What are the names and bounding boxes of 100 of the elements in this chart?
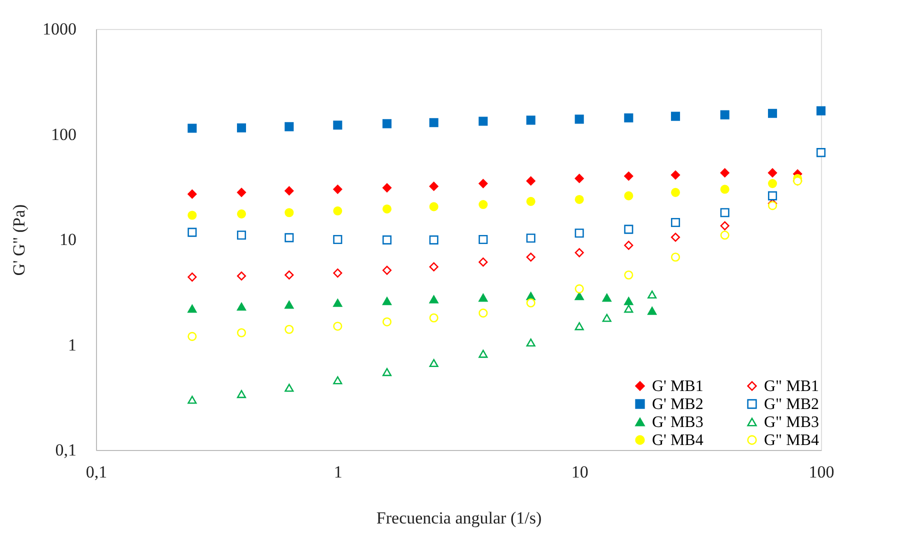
point (768, 168, 778, 178)
point (236, 271, 246, 281)
y-tick-label: 100 (51, 124, 76, 144)
point (333, 322, 342, 331)
point (478, 179, 488, 188)
point (768, 201, 778, 210)
legend-label: G' MB4 (652, 432, 704, 449)
point (720, 230, 730, 240)
point (670, 170, 680, 180)
point (429, 295, 438, 304)
point (284, 300, 294, 309)
point (236, 123, 246, 132)
point (382, 235, 392, 244)
point (478, 350, 488, 358)
point (382, 317, 392, 326)
point (429, 359, 438, 368)
x-axis-title: Frecuencia angular (1/s) (376, 508, 542, 528)
point (670, 218, 680, 228)
point (382, 368, 392, 376)
x-tick-label: 10 (571, 462, 588, 482)
point (429, 313, 438, 322)
point (333, 206, 342, 216)
point (816, 148, 826, 158)
point (382, 183, 392, 192)
point (816, 106, 826, 116)
point (429, 202, 438, 212)
point (478, 200, 488, 210)
point (624, 270, 634, 280)
point (478, 258, 488, 267)
legend-label: G" MB2 (764, 396, 819, 413)
legend-label: G' MB2 (652, 396, 704, 413)
point (526, 196, 536, 206)
point (670, 232, 680, 242)
point (720, 110, 730, 120)
point (429, 235, 438, 244)
point (382, 204, 392, 214)
point (188, 304, 197, 313)
point (624, 172, 634, 181)
point (188, 190, 197, 199)
point (236, 230, 246, 240)
point (284, 384, 294, 392)
point (188, 396, 197, 404)
point (574, 228, 584, 238)
legend-label: G' MB3 (652, 414, 704, 431)
point (188, 272, 197, 282)
point (478, 116, 488, 126)
point (574, 248, 584, 258)
point (236, 390, 246, 398)
x-tick-label: 100 (808, 462, 834, 482)
point (236, 209, 246, 218)
point (526, 176, 536, 186)
point (720, 184, 730, 194)
point (382, 266, 392, 275)
point (624, 240, 634, 250)
point (236, 188, 246, 197)
point (333, 298, 342, 307)
point (284, 208, 294, 218)
point (333, 268, 342, 278)
x-tick-label: 0,1 (86, 462, 108, 482)
point (333, 376, 342, 384)
point (188, 210, 197, 220)
point (526, 116, 536, 125)
point (188, 124, 197, 133)
point (236, 328, 246, 338)
point (720, 221, 730, 230)
point (574, 322, 584, 330)
point (574, 114, 584, 124)
y-axis-title: G' G" (Pa) (10, 204, 28, 276)
legend-label: G" MB1 (764, 378, 819, 395)
point (526, 298, 536, 308)
point (624, 113, 634, 122)
point (284, 324, 294, 334)
point (526, 252, 536, 262)
point (429, 118, 438, 128)
point (574, 284, 584, 294)
point (284, 186, 294, 196)
point (574, 194, 584, 204)
point (236, 302, 246, 311)
point (768, 191, 778, 200)
y-tick-label: 0,1 (55, 440, 76, 460)
point (284, 122, 294, 132)
point (333, 184, 342, 194)
point (478, 294, 488, 302)
legend-label: G" MB4 (764, 432, 819, 449)
x-tick-label: 1 (334, 462, 342, 482)
point (526, 234, 536, 243)
point (720, 168, 730, 178)
point (188, 228, 197, 237)
legend-label: G' MB1 (652, 378, 704, 395)
legend-label: G" MB3 (764, 414, 819, 431)
point (574, 292, 584, 300)
point (478, 308, 488, 318)
point (188, 332, 197, 341)
point (382, 297, 392, 306)
point (333, 120, 342, 130)
point (720, 208, 730, 218)
point (284, 233, 294, 242)
point (670, 188, 680, 197)
point (768, 108, 778, 118)
point (574, 174, 584, 183)
